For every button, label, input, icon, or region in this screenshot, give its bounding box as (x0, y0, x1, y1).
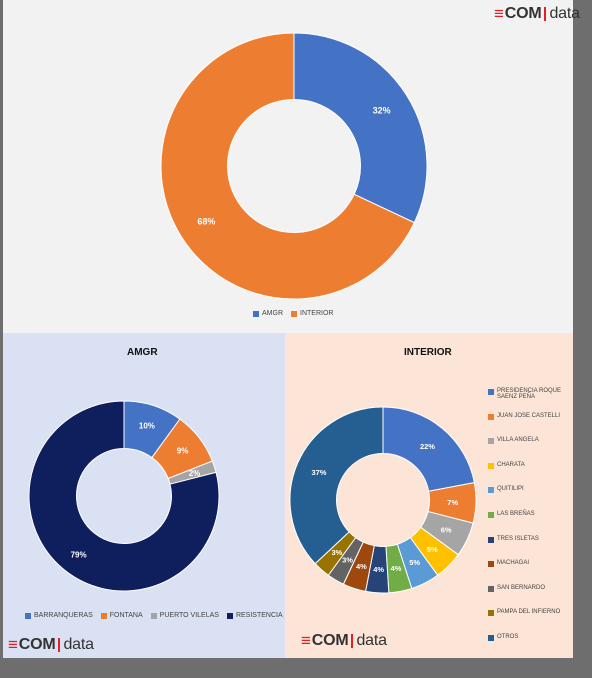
amgr-chart-title: AMGR (127, 347, 158, 358)
legend-swatch (253, 310, 259, 317)
legend-label: CHARATA (497, 461, 525, 468)
label-puerto-vilelas: 2% (189, 469, 201, 478)
label-resistencia: 79% (71, 550, 87, 559)
slice-resistencia (28, 400, 220, 592)
slice-amgr (293, 32, 428, 224)
label-pampa-del-infierno: 3% (331, 548, 342, 557)
legend-label: AMGR (262, 310, 283, 317)
ecomdata-logo-bottom-right: ≡ COM data (301, 631, 387, 650)
label-quitilipi: 5% (409, 558, 420, 567)
label-san-bernardo: 3% (342, 556, 353, 565)
label-las-brenas: 4% (391, 564, 402, 573)
legend-item-san-bernardo: SAN BERNARDO (488, 585, 570, 610)
legend-label: PUERTO VILELAS (159, 612, 219, 619)
legend-item-juan-jose-castelli: JUAN JOSE CASTELLI (488, 413, 570, 438)
label-otros: 37% (311, 468, 326, 477)
legend-swatch (488, 511, 494, 518)
legend-item-villa-angela: VILLA ANGELA (488, 437, 570, 462)
label-amgr: 32% (373, 106, 391, 116)
legend-item-tres-isletas: TRES ISLETAS (488, 536, 570, 561)
legend-label: TRES ISLETAS (497, 535, 539, 542)
slice-interior (160, 32, 416, 300)
label-tres-isletas: 4% (373, 565, 384, 574)
slice-otros (289, 406, 384, 565)
legend-swatch (488, 536, 494, 543)
legend-swatch (488, 438, 494, 445)
legend-item-charata: CHARATA (488, 462, 570, 487)
legend-label: BARRANQUERAS (34, 612, 93, 619)
legend-label: MACHAGAI (497, 560, 530, 567)
amgr-legend: BARRANQUERAS FONTANA PUERTO VILELAS RESISTE… (25, 612, 291, 619)
interior-legend: PRESIDENCIA ROQUE SAENZ PEÑA JUAN JOSE CA… (488, 388, 570, 659)
legend-item-presidencia-roque-saenz-pena: PRESIDENCIA ROQUE SAENZ PEÑA (488, 388, 570, 413)
ecomdata-logo-top: ≡ COM data (494, 4, 580, 23)
legend-item-resistencia: RESISTENCIA (226, 612, 283, 619)
label-presidencia-roque-saenz-pena: 22% (420, 442, 435, 451)
legend-swatch (488, 413, 494, 420)
legend-swatch (25, 612, 31, 619)
legend-swatch (488, 610, 494, 617)
interior-chart-title: INTERIOR (404, 347, 452, 358)
legend-swatch (488, 634, 494, 641)
legend-swatch (488, 561, 494, 568)
ecomdata-logo-bottom-left: ≡ COM data (8, 635, 94, 654)
legend-swatch (150, 612, 157, 619)
legend-label: PRESIDENCIA ROQUE SAENZ PEÑA (497, 388, 562, 400)
legend-item-interior: INTERIOR (291, 310, 333, 317)
label-charata: 5% (427, 545, 438, 554)
legend-label: QUITILIPI (497, 486, 524, 493)
legend-label: LAS BREÑAS (497, 510, 535, 517)
legend-label: OTROS (497, 633, 519, 640)
legend-item-quitilipi: QUITILIPI (488, 486, 570, 511)
legend-swatch (100, 612, 107, 619)
legend-item-pampa-del-infierno: PAMPA DEL INFIERNO (488, 609, 570, 634)
legend-swatch (488, 487, 494, 494)
legend-swatch (488, 462, 494, 469)
legend-item-amgr: AMGR (253, 310, 283, 317)
legend-label: INTERIOR (300, 310, 334, 317)
legend-label: JUAN JOSE CASTELLI (497, 412, 561, 419)
legend-swatch (291, 310, 297, 317)
legend-item-fontana: FONTANA (100, 612, 143, 619)
overall-legend: AMGR INTERIOR (253, 310, 341, 317)
label-barranqueras: 10% (139, 421, 155, 430)
label-machagai: 4% (356, 562, 367, 571)
legend-swatch (488, 389, 494, 395)
legend-item-puerto-vilelas: PUERTO VILELAS (150, 612, 219, 619)
label-interior: 68% (197, 217, 215, 227)
legend-label: PAMPA DEL INFIERNO (497, 609, 561, 616)
legend-item-barranqueras: BARRANQUERAS (25, 612, 93, 619)
label-juan-jose-castelli: 7% (447, 498, 458, 507)
legend-label: VILLA ANGELA (497, 437, 539, 444)
legend-label: RESISTENCIA (235, 612, 283, 619)
legend-item-otros: OTROS (488, 634, 570, 659)
legend-item-machagai: MACHAGAI (488, 560, 570, 585)
label-fontana: 9% (177, 446, 189, 455)
legend-label: SAN BERNARDO (497, 584, 546, 591)
legend-item-las-brenas: LAS BREÑAS (488, 511, 570, 536)
legend-swatch (488, 585, 494, 592)
legend-swatch (226, 612, 233, 619)
legend-label: FONTANA (109, 612, 143, 619)
label-villa-angela: 6% (441, 525, 452, 534)
